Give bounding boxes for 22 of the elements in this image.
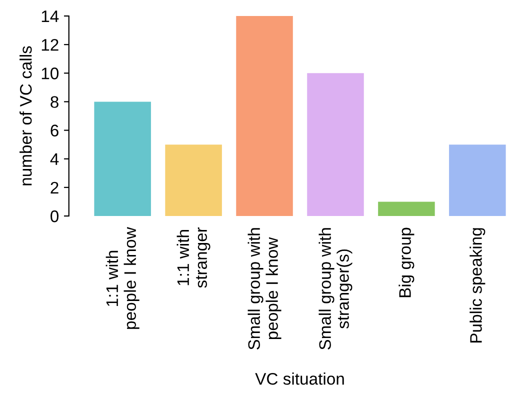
x-tick-label: 1:1 with people I know (106, 227, 140, 329)
y-tick-label: 2 (50, 182, 58, 194)
x-tick-label: Big group (398, 228, 414, 298)
bar (378, 202, 435, 216)
y-tick-label: 14 (42, 10, 59, 22)
y-tick-label: 8 (50, 96, 58, 108)
bar (307, 73, 364, 216)
y-tick-label: 12 (42, 38, 58, 51)
x-tick-label: 1:1 with stranger (176, 227, 210, 288)
x-tick-label: Small group with stranger(s) (318, 228, 352, 350)
bar (165, 144, 222, 216)
bar (94, 102, 151, 216)
y-tick-label: 0 (50, 210, 59, 222)
x-tick-label: Small group with people I know (248, 228, 282, 350)
y-axis-title: number of VC calls (20, 46, 32, 186)
x-axis-title: VC situation (255, 372, 344, 385)
bar (449, 144, 506, 216)
y-tick-label: 4 (50, 153, 59, 165)
y-tick-label: 10 (42, 68, 59, 80)
y-tick-label: 6 (50, 124, 58, 136)
x-tick-label: Public speaking (470, 228, 486, 342)
bar (236, 16, 293, 216)
